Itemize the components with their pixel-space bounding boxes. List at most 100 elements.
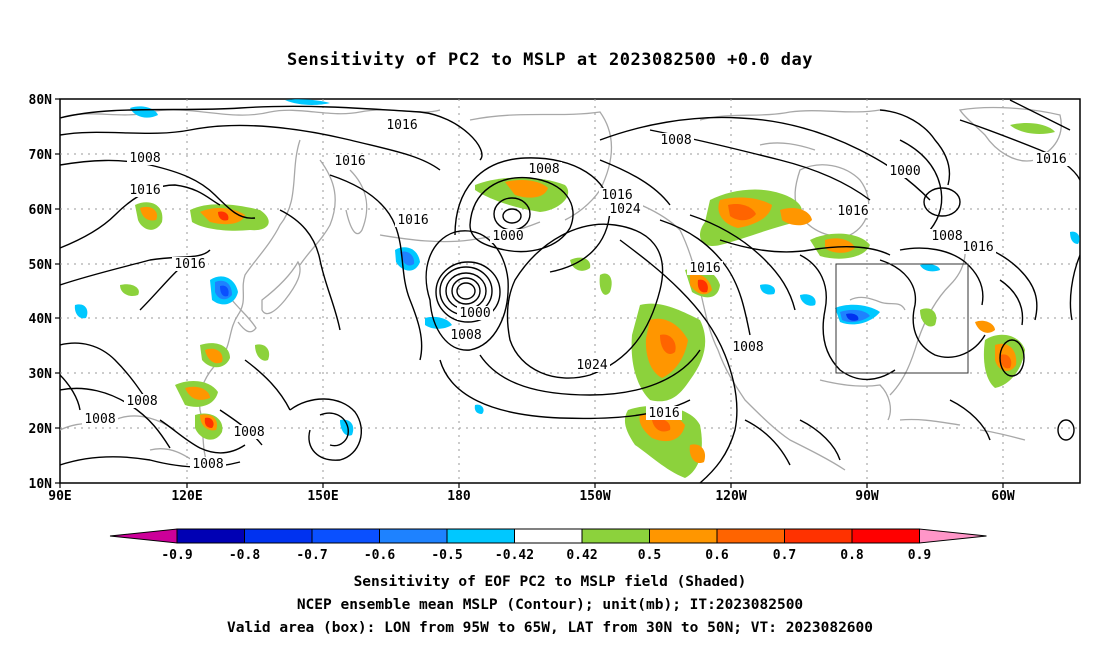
- contour-label-bg: [332, 154, 368, 168]
- colorbar-bin: [649, 528, 718, 544]
- contour-label: 1008: [931, 229, 962, 244]
- contour-label-bg: [384, 118, 420, 132]
- contour-label-bg: [887, 164, 923, 178]
- contour-label-bg: [395, 213, 431, 227]
- lon-label: 90W: [855, 489, 879, 504]
- contour-label-bg: [190, 457, 226, 471]
- longitude-labels: 90E 120E 150E 180 150W 120W 90W 60W: [48, 483, 1015, 504]
- contour-label: 1000: [492, 229, 523, 244]
- contour-label-bg: [599, 188, 635, 202]
- colorbar-label: 0.7: [773, 548, 796, 563]
- contour-label: 1008: [233, 425, 264, 440]
- colorbar-bin: [514, 528, 583, 544]
- lat-label: 60N: [29, 203, 53, 218]
- contour-label-bg: [929, 229, 965, 243]
- caption-line-1: Sensitivity of EOF PC2 to MSLP field (Sh…: [353, 574, 747, 590]
- contour-label: 1000: [889, 164, 920, 179]
- colorbar-label: -0.7: [296, 548, 327, 563]
- contour-label-bg: [127, 151, 163, 165]
- lat-label: 80N: [29, 93, 53, 108]
- lon-label: 90E: [48, 489, 71, 504]
- contour-label-bg: [960, 240, 996, 254]
- contour-labels: 1016101610081016101610161008100010161024…: [82, 118, 1069, 472]
- contour-label: 1016: [174, 257, 205, 272]
- colorbar-label: -0.5: [431, 548, 462, 563]
- contour-label-bg: [490, 229, 526, 243]
- contour-label: 1016: [837, 204, 868, 219]
- contour-label: 1016: [648, 406, 679, 421]
- contour-label: 1008: [660, 133, 691, 148]
- contour-label-bg: [646, 406, 682, 420]
- contour-label: 1008: [129, 151, 160, 166]
- contour-label: 1016: [601, 188, 632, 203]
- colorbar-bin: [784, 528, 853, 544]
- contour-label: 1016: [689, 261, 720, 276]
- contour-label-bg: [231, 425, 267, 439]
- contour-label: 1016: [129, 183, 160, 198]
- colorbar-label: 0.9: [908, 548, 931, 563]
- colorbar-bin: [446, 528, 515, 544]
- contour-label-bg: [124, 394, 160, 408]
- contour-label-bg: [127, 183, 163, 197]
- colorbar-above-triangle: [919, 528, 987, 544]
- colorbar-bin: [379, 528, 448, 544]
- contour-label-bg: [730, 340, 766, 354]
- colorbar-below-triangle: [109, 528, 178, 544]
- colorbar-bin: [176, 528, 245, 544]
- contour-label-bg: [687, 261, 723, 275]
- colorbar: -0.9 -0.8 -0.7 -0.6 -0.5 -0.42 0.42 0.5 0.6 0.7 0.…: [109, 528, 987, 563]
- colorbar-bin: [244, 528, 313, 544]
- colorbar-label: -0.8: [229, 548, 260, 563]
- lat-label: 50N: [29, 258, 53, 273]
- contour-label-bg: [835, 204, 871, 218]
- lat-label: 30N: [29, 367, 53, 382]
- contour-label: 1016: [334, 154, 365, 169]
- valid-area-box: [835, 263, 969, 374]
- contour-label: 1016: [962, 240, 993, 255]
- contour-label: 1008: [192, 457, 223, 472]
- contour-label: 1008: [528, 162, 559, 177]
- colorbar-label: -0.6: [364, 548, 395, 563]
- contour-label-bg: [1033, 152, 1069, 166]
- lat-label: 70N: [29, 148, 53, 163]
- lon-label: 150E: [307, 489, 338, 504]
- contour-label: 1008: [450, 328, 481, 343]
- colorbar-label: 0.6: [705, 548, 729, 563]
- contour-label: 1016: [386, 118, 417, 133]
- lat-label: 40N: [29, 312, 53, 327]
- sensitivity-shading: [74, 99, 1080, 478]
- contour-label-bg: [457, 306, 493, 320]
- lat-label: 10N: [29, 477, 53, 492]
- colorbar-label: -0.9: [161, 548, 192, 563]
- lat-label: 20N: [29, 422, 53, 437]
- colorbar-bin: [851, 528, 920, 544]
- lon-label: 180: [447, 489, 471, 504]
- colorbar-label: 0.42: [566, 548, 597, 563]
- colorbar-label: 0.8: [840, 548, 864, 563]
- colorbar-bin: [581, 528, 650, 544]
- contour-label: 1008: [84, 412, 115, 427]
- latitude-labels: 80N 70N 60N 50N 40N 30N 20N 10N: [29, 93, 60, 492]
- colorbar-label: -0.42: [495, 548, 534, 563]
- contour-label: 1024: [576, 358, 607, 373]
- contour-label-bg: [574, 358, 610, 372]
- caption-line-2: NCEP ensemble mean MSLP (Contour); unit(…: [296, 597, 804, 613]
- contour-label-bg: [448, 328, 484, 342]
- map-title: Sensitivity of PC2 to MSLP at 2023082500…: [286, 50, 813, 70]
- contour-label: 1016: [1035, 152, 1066, 167]
- caption-line-3: Valid area (box): LON from 95W to 65W, L…: [226, 620, 873, 636]
- colorbar-label: 0.5: [638, 548, 661, 563]
- contour-label: 1024: [609, 202, 640, 217]
- contour-label-bg: [658, 133, 694, 147]
- contour-label: 1016: [397, 213, 428, 228]
- colorbar-bin: [311, 528, 380, 544]
- coastlines: [60, 106, 1062, 471]
- lon-label: 120W: [715, 489, 746, 504]
- lon-label: 150W: [579, 489, 610, 504]
- lon-label: 120E: [171, 489, 202, 504]
- contour-label-bg: [82, 412, 118, 426]
- contour-label-bg: [526, 162, 562, 176]
- contour-label: 1008: [732, 340, 763, 355]
- contour-label-bg: [607, 202, 643, 216]
